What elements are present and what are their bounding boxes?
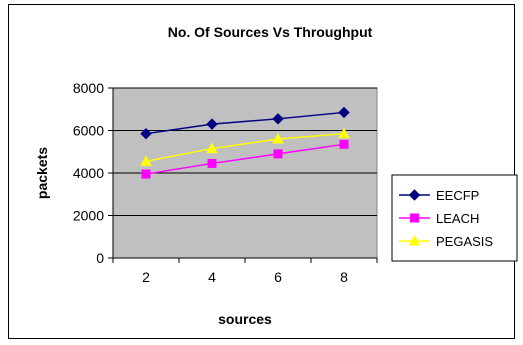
legend-label-leach: LEACH [436, 211, 479, 226]
series-layer [140, 106, 350, 179]
point-leach-8 [339, 139, 349, 149]
series-leach [141, 139, 349, 179]
axes [108, 87, 378, 263]
legend-marker-leach [410, 213, 419, 223]
legend-item-pegasis: PEGASIS [399, 234, 493, 249]
y-tick-label-2000: 2000 [73, 208, 104, 224]
point-pegasis-4 [206, 142, 218, 154]
y-tick-label-0: 0 [96, 250, 104, 266]
y-axis-title: packets [34, 147, 50, 199]
x-tick-label-8: 8 [340, 269, 348, 285]
point-eecfp-6 [272, 113, 284, 125]
legend-marker-eecfp [408, 189, 421, 201]
tick-labels: 0 2000 4000 6000 8000 2 4 6 8 [73, 80, 348, 285]
x-axis-title: sources [218, 311, 272, 327]
legend-item-leach: LEACH [399, 211, 479, 226]
legend-marker-pegasis [408, 234, 421, 246]
x-tick-label-2: 2 [142, 269, 150, 285]
y-tick-label-4000: 4000 [73, 165, 104, 181]
x-tick-label-6: 6 [274, 269, 282, 285]
point-eecfp-8 [338, 106, 350, 119]
legend: EECFP LEACH PEGASIS [391, 174, 518, 262]
point-leach-4 [207, 158, 217, 168]
point-eecfp-2 [140, 127, 152, 140]
series-pegasis [140, 127, 350, 166]
legend-label-pegasis: PEGASIS [436, 234, 493, 249]
x-tick-label-4: 4 [208, 269, 216, 285]
point-leach-6 [273, 149, 283, 159]
series-line-pegasis [145, 132, 345, 163]
legend-item-eecfp: EECFP [399, 188, 479, 203]
y-tick-label-8000: 8000 [73, 80, 104, 96]
point-pegasis-6 [272, 132, 284, 144]
y-tick-label-6000: 6000 [73, 123, 104, 139]
chart-title: No. Of Sources Vs Throughput [168, 24, 373, 40]
series-eecfp [140, 106, 350, 140]
series-line-eecfp [145, 111, 345, 135]
legend-label-eecfp: EECFP [436, 188, 479, 203]
series-line-leach [145, 143, 345, 175]
point-pegasis-2 [140, 155, 152, 166]
point-eecfp-4 [206, 118, 218, 130]
point-pegasis-8 [338, 127, 350, 139]
point-leach-2 [141, 169, 151, 179]
